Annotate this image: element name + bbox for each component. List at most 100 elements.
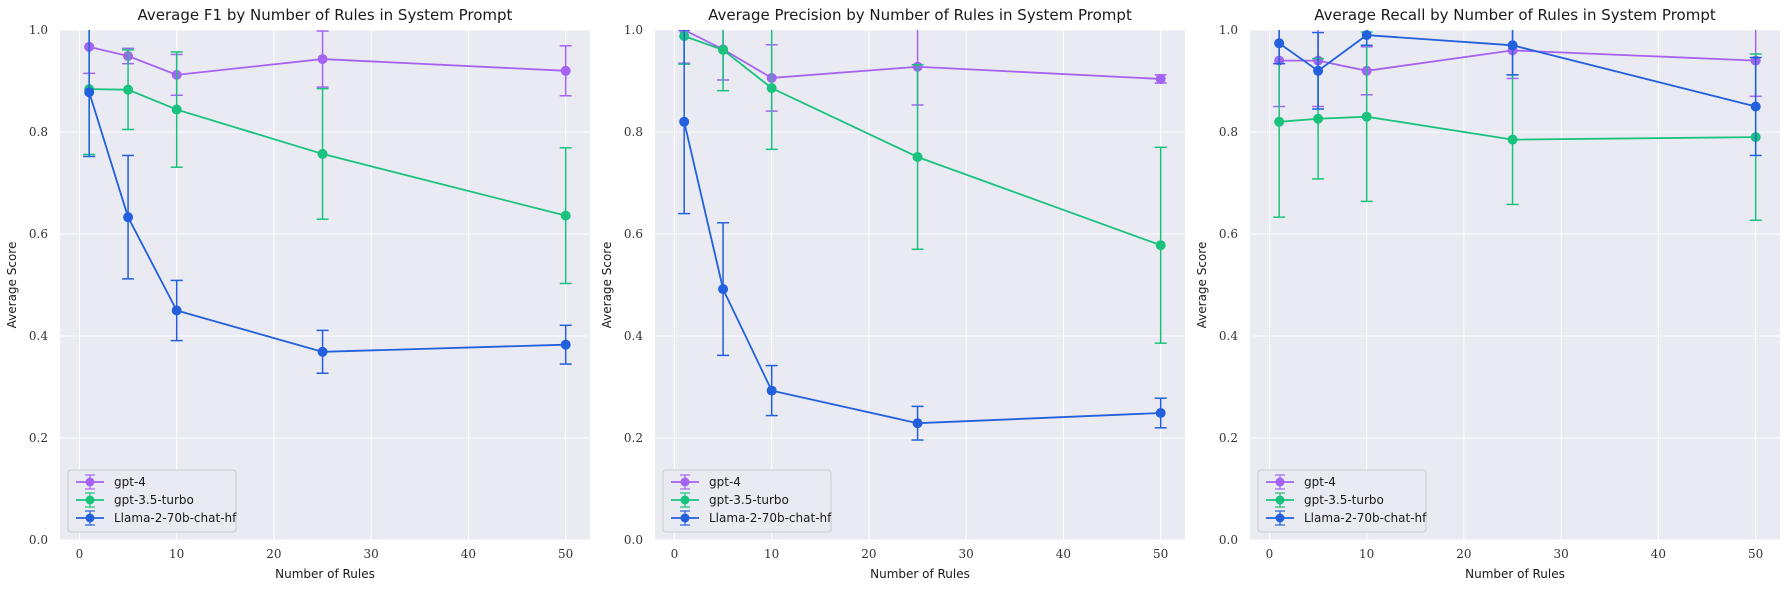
legend: gpt-4 gpt-3.5-turbo Llama-2-70b-chat-hf — [1257, 469, 1427, 533]
data-point — [1361, 30, 1372, 41]
data-point — [84, 87, 95, 98]
legend-marker — [680, 513, 690, 523]
x-tick-label: 30 — [959, 547, 974, 561]
y-tick-label: 0.8 — [1219, 125, 1238, 139]
chart-panel-3: 0 10 20 30 40 50 0.0 0.2 0.4 0.6 0.8 1.0 Average Rec… — [1195, 6, 1780, 581]
data-point — [766, 83, 777, 94]
x-tick-label: 50 — [1153, 547, 1168, 561]
data-point — [1313, 113, 1324, 124]
series-Llama-2-70b-chat-hf — [678, 30, 1167, 441]
legend-label: Llama-2-70b-chat-hf — [114, 511, 237, 525]
legend-box — [67, 469, 237, 533]
chart-panel-2: 0 10 20 30 40 50 0.0 0.2 0.4 0.6 0.8 1.0 Average Pre… — [600, 6, 1185, 581]
legend-item: gpt-4 — [76, 474, 146, 490]
plot-area — [655, 30, 1185, 540]
x-tick-label: 40 — [1651, 547, 1666, 561]
y-tick-label: 0.2 — [624, 431, 643, 445]
chart-title: Average Recall by Number of Rules in Sys… — [1314, 6, 1716, 24]
data-point — [1750, 101, 1761, 112]
data-point — [1155, 240, 1166, 251]
x-tick-label: 10 — [169, 547, 184, 561]
data-point — [317, 148, 328, 159]
y-axis-label: Average Score — [5, 242, 19, 329]
x-tick-label: 0 — [1266, 547, 1274, 561]
chart-title: Average F1 by Number of Rules in System … — [138, 6, 513, 24]
series-gpt-3.5-turbo — [678, 30, 1167, 344]
legend-label: Llama-2-70b-chat-hf — [709, 511, 832, 525]
legend-item: gpt-4 — [671, 474, 741, 490]
data-point — [766, 385, 777, 396]
y-tick-label: 1.0 — [1219, 23, 1238, 37]
x-tick-label: 20 — [266, 547, 281, 561]
y-tick-label: 0.0 — [624, 533, 643, 547]
legend-label: gpt-4 — [114, 475, 146, 489]
x-tick-label: 0 — [76, 547, 84, 561]
y-tick-label: 0.6 — [1219, 227, 1238, 241]
x-axis-label: Number of Rules — [1465, 567, 1565, 581]
legend-item: gpt-3.5-turbo — [1266, 492, 1384, 508]
series-gpt-3.5-turbo — [83, 30, 572, 285]
legend-marker — [680, 495, 690, 505]
x-tick-label: 10 — [764, 547, 779, 561]
legend-marker — [1275, 477, 1285, 487]
legend-label: gpt-3.5-turbo — [709, 493, 789, 507]
legend-box — [662, 469, 832, 533]
y-tick-label: 0.6 — [29, 227, 48, 241]
legend-label: gpt-4 — [709, 475, 741, 489]
x-tick-label: 30 — [364, 547, 379, 561]
data-point — [317, 346, 328, 357]
x-tick-label: 50 — [1748, 547, 1763, 561]
x-tick-label: 10 — [1359, 547, 1374, 561]
data-point — [317, 54, 328, 65]
legend-marker — [680, 477, 690, 487]
y-axis-label: Average Score — [1195, 242, 1209, 329]
y-tick-label: 0.2 — [29, 431, 48, 445]
data-point — [123, 84, 134, 95]
legend: gpt-4 gpt-3.5-turbo Llama-2-70b-chat-hf — [67, 469, 237, 533]
legend-item: Llama-2-70b-chat-hf — [76, 510, 237, 526]
x-tick-label: 0 — [671, 547, 679, 561]
legend-label: gpt-3.5-turbo — [114, 493, 194, 507]
x-tick-label: 50 — [558, 547, 573, 561]
x-tick-label: 20 — [861, 547, 876, 561]
data-point — [560, 65, 571, 76]
data-point — [1361, 111, 1372, 122]
legend-marker — [1275, 495, 1285, 505]
legend-marker — [85, 495, 95, 505]
data-point — [912, 418, 923, 429]
x-tick-label: 40 — [461, 547, 476, 561]
x-axis-label: Number of Rules — [275, 567, 375, 581]
y-tick-label: 0.4 — [29, 329, 48, 343]
chart-panel-1: 0 10 20 30 40 50 0.0 0.2 0.4 0.6 0.8 1.0 Average F1 … — [5, 6, 590, 581]
data-point — [1274, 38, 1285, 49]
data-point — [1507, 40, 1518, 51]
y-tick-label: 0.4 — [1219, 329, 1238, 343]
legend-label: gpt-4 — [1304, 475, 1336, 489]
data-point — [1155, 73, 1166, 84]
series-Llama-2-70b-chat-hf — [83, 30, 572, 374]
legend-item: Llama-2-70b-chat-hf — [671, 510, 832, 526]
data-point — [1313, 65, 1324, 76]
data-point — [718, 284, 729, 295]
data-point — [123, 212, 134, 223]
plot-area — [60, 30, 590, 540]
data-point — [171, 104, 182, 115]
x-axis-label: Number of Rules — [870, 567, 970, 581]
data-point — [560, 339, 571, 350]
y-tick-label: 0.8 — [624, 125, 643, 139]
chart-title: Average Precision by Number of Rules in … — [708, 6, 1132, 24]
legend-marker — [1275, 513, 1285, 523]
x-tick-label: 20 — [1456, 547, 1471, 561]
legend-item: gpt-3.5-turbo — [76, 492, 194, 508]
data-point — [679, 116, 690, 127]
data-point — [171, 305, 182, 316]
x-tick-label: 30 — [1554, 547, 1569, 561]
y-tick-label: 0.2 — [1219, 431, 1238, 445]
legend-marker — [85, 513, 95, 523]
legend-label: Llama-2-70b-chat-hf — [1304, 511, 1427, 525]
legend-marker — [85, 477, 95, 487]
plot-content — [83, 30, 572, 374]
data-point — [1155, 408, 1166, 419]
plot-content — [1273, 30, 1762, 221]
data-point — [912, 151, 923, 162]
